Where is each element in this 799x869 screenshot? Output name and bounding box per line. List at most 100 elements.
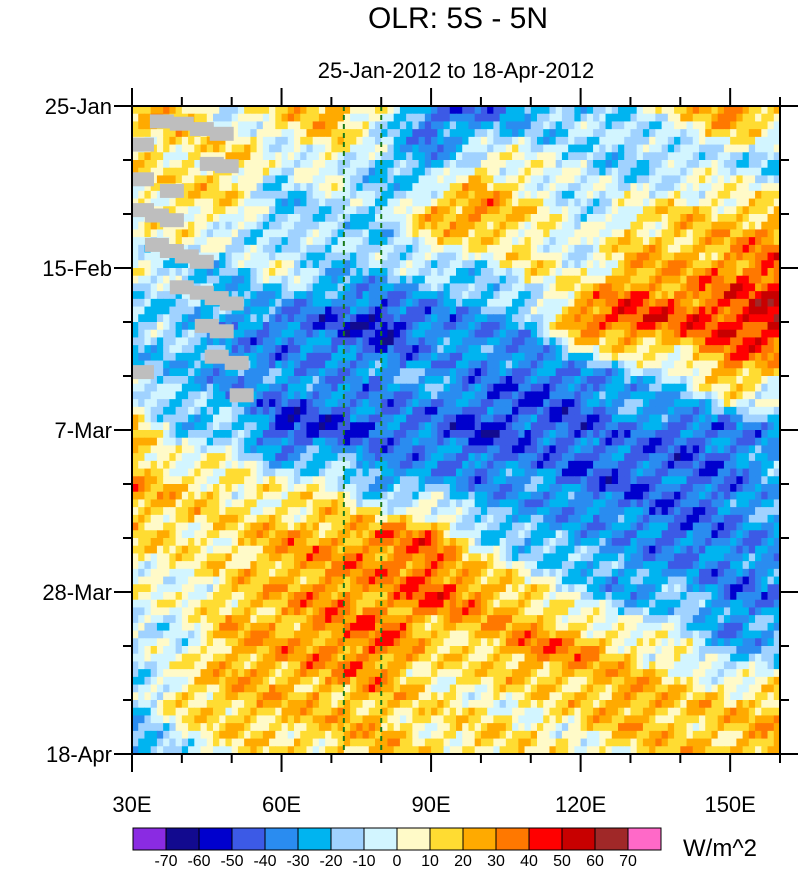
heatmap-cell [755,283,762,292]
heatmap-cell [574,113,582,123]
heatmap-cell [343,237,351,246]
heatmap-cell [194,190,202,200]
heatmap-cell [181,244,189,254]
heatmap-cell [487,183,494,192]
heatmap-cell [537,129,544,138]
heatmap-cell [705,221,713,231]
heatmap-cell [692,322,700,331]
heatmap-cell [138,167,146,177]
heatmap-cell [269,275,276,285]
heatmap-cell [742,121,750,130]
heatmap-cell [144,329,152,339]
heatmap-cell [630,275,638,285]
heatmap-cell [181,376,189,385]
heatmap-cell [699,106,706,115]
heatmap-cell [537,106,544,115]
heatmap-cell [456,113,463,123]
heatmap-cell [381,391,389,400]
heatmap-cell [505,322,513,331]
heatmap-cell [580,430,588,439]
heatmap-cell [755,368,762,377]
heatmap-cell [294,352,301,362]
heatmap-cell [138,221,146,231]
heatmap-cell [649,337,656,346]
heatmap-cell [381,291,389,300]
heatmap-cell [630,430,638,439]
heatmap-cell [537,437,544,447]
heatmap-cell [543,106,551,115]
heatmap-cell [705,414,713,423]
heatmap-cell [213,383,220,393]
heatmap-cell [406,275,413,285]
heatmap-cell [742,383,750,393]
heatmap-cell [767,113,775,123]
heatmap-cell [456,106,463,115]
heatmap-cell [574,322,582,331]
heatmap-cell [661,445,669,454]
heatmap-cell [194,144,202,153]
heatmap-cell [181,383,189,393]
heatmap-cell [530,406,538,416]
heatmap-cell [262,244,270,254]
heatmap-cell [418,383,426,393]
heatmap-cell [574,121,582,130]
heatmap-cell [518,360,526,369]
heatmap-cell [761,206,769,215]
heatmap-cell [586,468,594,477]
heatmap-cell [194,453,202,462]
heatmap-cell [237,152,245,161]
heatmap-cell [605,406,613,416]
heatmap-cell [343,268,351,277]
heatmap-cell [269,422,276,431]
heatmap-cell [406,136,413,146]
chart-subtitle: 25-Jan-2012 to 18-Apr-2012 [318,58,594,83]
heatmap-cell [256,275,264,285]
heatmap-cell [250,399,258,408]
heatmap-cell [219,422,227,431]
heatmap-cell [686,422,694,431]
heatmap-cell [568,244,575,254]
heatmap-cell [194,113,202,123]
heatmap-cell [456,237,463,246]
heatmap-cell [561,160,569,169]
heatmap-cell [300,136,308,146]
heatmap-cell [375,113,382,123]
heatmap-cell [487,283,494,292]
heatmap-cell [306,337,314,346]
heatmap-cell [399,106,407,115]
heatmap-cell [343,437,351,447]
heatmap-cell [343,144,351,153]
heatmap-cell [705,430,713,439]
heatmap-cell [742,422,750,431]
heatmap-cell [524,406,532,416]
heatmap-cell [399,368,407,377]
heatmap-cell [219,468,227,477]
heatmap-cell [275,260,283,269]
heatmap-cell [730,275,737,285]
heatmap-cell [337,414,345,423]
heatmap-cell [275,144,283,153]
heatmap-cell [331,337,339,346]
heatmap-cell [138,453,146,462]
heatmap-cell [169,229,177,238]
heatmap-cell [281,376,289,385]
heatmap-cell [742,190,750,200]
heatmap-cell [586,306,594,315]
heatmap-cell [636,306,644,315]
heatmap-cell [549,167,557,177]
heatmap-cell [281,422,289,431]
heatmap-cell [449,437,457,447]
heatmap-cell [356,206,364,215]
heatmap-cell [219,214,227,223]
heatmap-cell [281,275,289,285]
heatmap-cell [306,121,314,130]
heatmap-cell [462,383,470,393]
heatmap-cell [574,160,582,169]
heatmap-cell [667,368,675,377]
heatmap-cell [711,160,719,169]
heatmap-cell [331,214,339,223]
heatmap-cell [543,360,551,369]
heatmap-cell [362,376,370,385]
heatmap-cell [574,306,582,315]
heatmap-cell [630,376,638,385]
